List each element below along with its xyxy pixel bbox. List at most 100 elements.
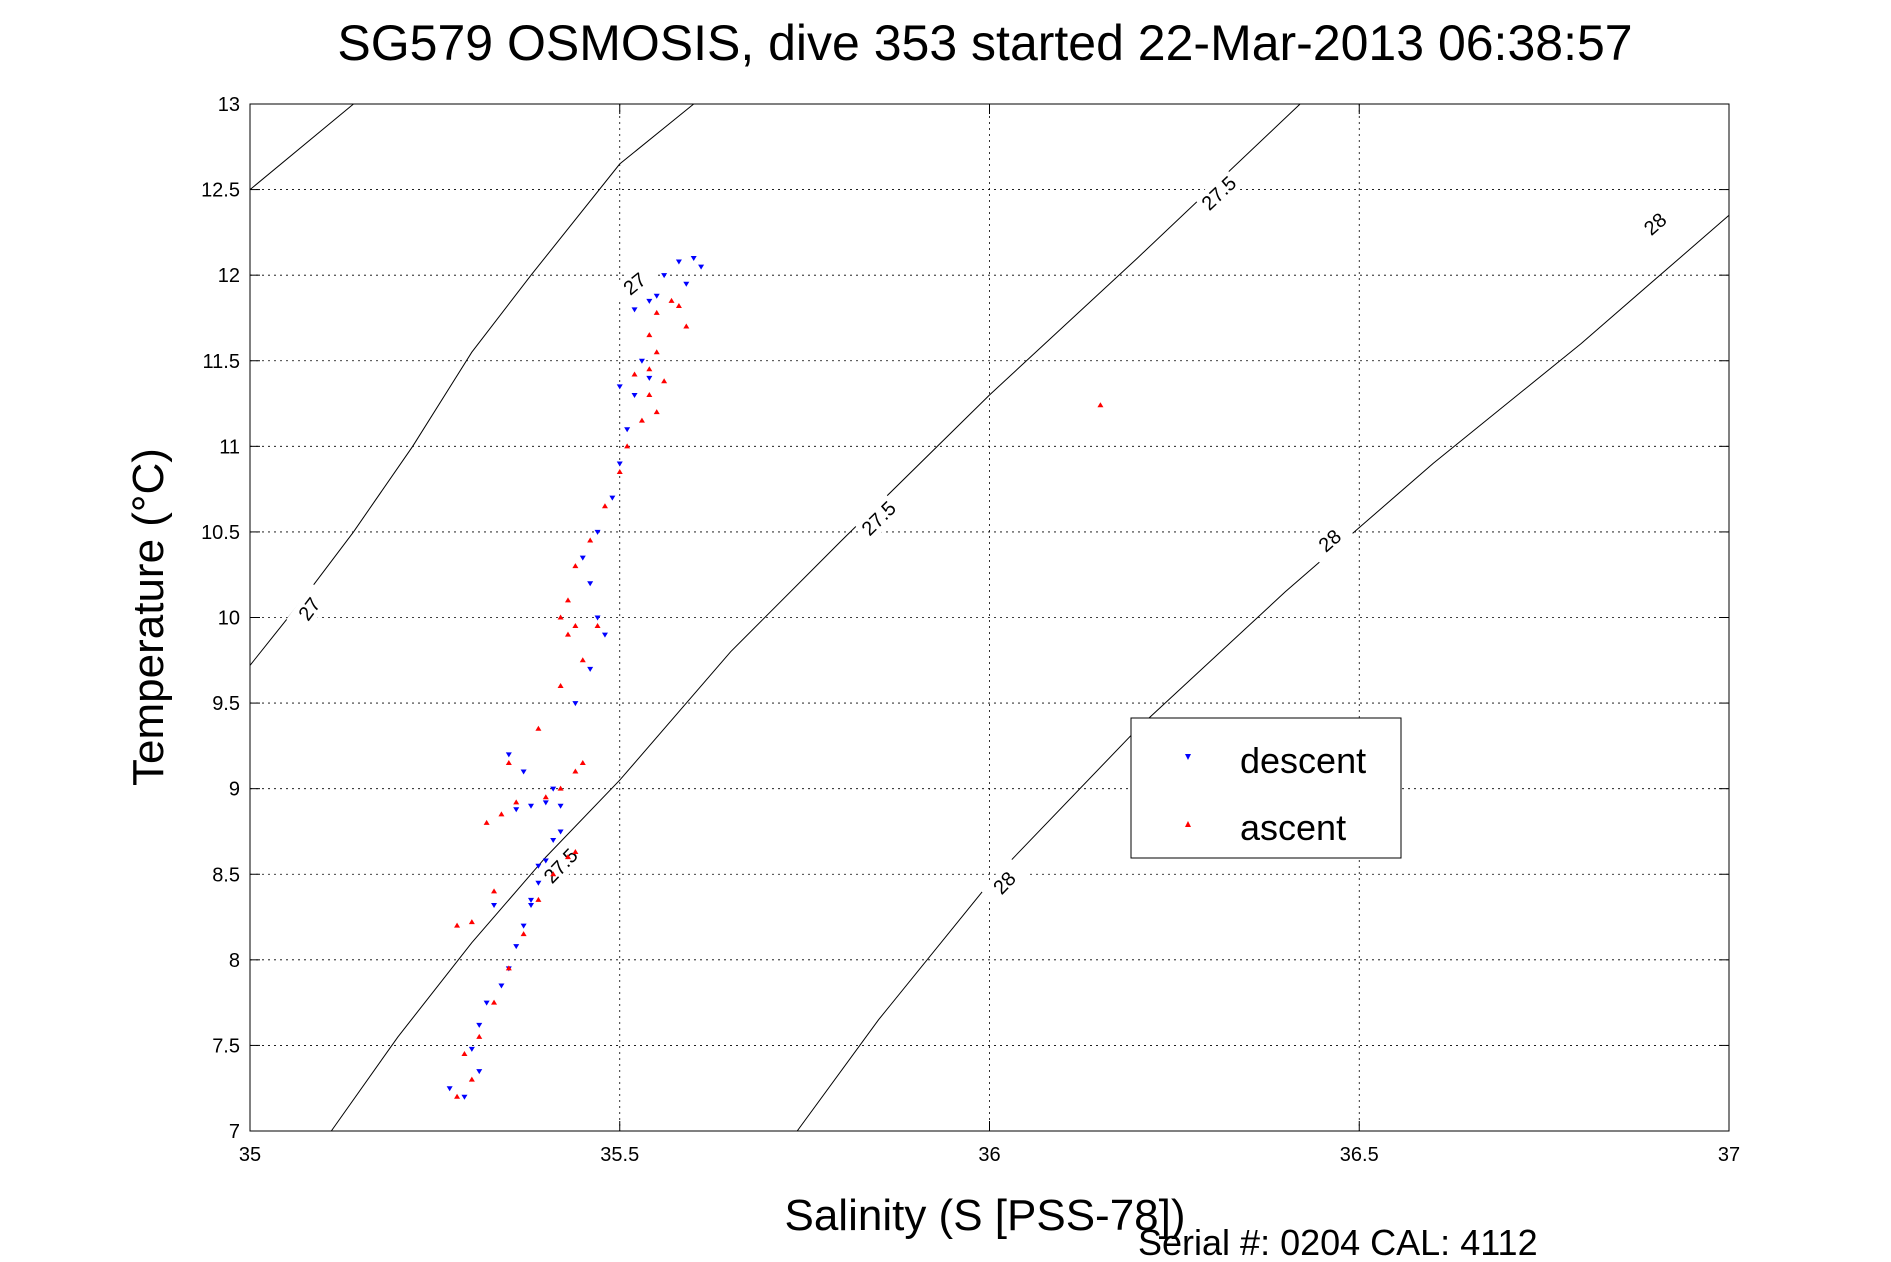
point-ascent <box>572 563 579 569</box>
y-tick-label: 10.5 <box>201 522 240 544</box>
point-descent <box>513 807 520 813</box>
point-descent <box>653 293 660 299</box>
legend-marker-ascent <box>1185 821 1191 827</box>
y-tick-label: 11.5 <box>203 351 240 373</box>
point-ascent <box>587 537 594 543</box>
point-descent <box>631 392 638 398</box>
point-ascent <box>505 759 512 765</box>
point-ascent <box>668 297 675 303</box>
point-ascent <box>557 785 564 791</box>
x-axis-label: Salinity (S [PSS-78]) <box>784 1191 1185 1240</box>
point-descent <box>535 880 542 886</box>
isopycnal-label-bg <box>980 858 1029 907</box>
point-ascent <box>557 682 564 688</box>
point-descent <box>616 461 623 467</box>
isopycnal-label-bg <box>609 260 660 307</box>
grid-lines <box>250 104 1729 1131</box>
point-ascent <box>454 922 461 928</box>
legend-label-ascent: ascent <box>1240 807 1346 848</box>
point-descent <box>646 298 653 304</box>
x-tick-label: 36.5 <box>1340 1144 1379 1166</box>
isopycnal-line <box>796 214 1730 1132</box>
point-ascent <box>498 811 505 817</box>
point-descent <box>528 897 535 903</box>
point-descent <box>594 615 601 621</box>
point-ascent <box>594 623 601 629</box>
isopycnal-label-bg <box>286 584 333 634</box>
point-descent <box>535 863 542 869</box>
y-tick-label: 8.5 <box>212 864 240 886</box>
point-ascent <box>461 1050 468 1056</box>
legend-label-descent: descent <box>1240 740 1366 781</box>
point-descent <box>579 555 586 561</box>
point-ascent <box>661 378 668 384</box>
footer-serial-cal: Serial #: 0204 CAL: 4112 <box>1138 1222 1538 1262</box>
point-ascent <box>579 657 586 663</box>
point-ascent <box>564 631 571 637</box>
point-ascent <box>601 503 608 509</box>
point-ascent <box>653 349 660 355</box>
point-descent <box>631 307 638 313</box>
point-descent <box>557 803 564 809</box>
isopycnal-label-bg <box>536 841 585 890</box>
point-descent <box>675 259 682 265</box>
point-descent <box>587 581 594 587</box>
point-descent <box>528 803 535 809</box>
x-tick-label: 36 <box>978 1144 1000 1166</box>
point-ascent <box>646 332 653 338</box>
point-descent <box>498 983 505 989</box>
point-ascent <box>454 1093 461 1099</box>
point-ascent <box>579 759 586 765</box>
point-ascent <box>491 888 498 894</box>
point-descent <box>476 1022 483 1028</box>
point-descent <box>468 1046 475 1052</box>
point-descent <box>594 529 601 535</box>
axis-ticks: 35 35.5 36 36.5 37 7 7.5 8 8.5 9 9.5 10 10.5 11 11.5 12… <box>201 94 1740 1166</box>
point-descent <box>557 829 564 835</box>
point-ascent <box>653 309 660 315</box>
point-descent <box>624 427 631 433</box>
point-ascent <box>550 871 557 877</box>
legend-box <box>1130 717 1402 859</box>
point-descent <box>550 786 557 792</box>
point-descent <box>572 701 579 707</box>
x-tick-label: 37 <box>1718 1144 1740 1166</box>
point-descent <box>550 838 557 844</box>
point-ascent <box>476 1033 483 1039</box>
y-tick-label: 12 <box>218 265 240 287</box>
point-ascent <box>483 819 490 825</box>
chart-title: SG579 OSMOSIS, dive 353 started 22-Mar-2… <box>337 15 1632 71</box>
point-ascent <box>520 931 527 937</box>
point-descent <box>483 1000 490 1006</box>
y-tick-label: 11 <box>219 436 240 458</box>
point-ascent <box>675 302 682 308</box>
point-descent <box>505 752 512 758</box>
isopycnal-label-bg <box>1194 169 1243 217</box>
point-ascent <box>542 794 549 800</box>
point-ascent <box>572 848 579 854</box>
point-descent <box>616 384 623 390</box>
y-tick-label: 7 <box>229 1121 240 1143</box>
point-ascent <box>564 854 571 860</box>
isopycnal-line <box>249 103 354 190</box>
point-ascent <box>624 443 631 449</box>
point-descent <box>446 1086 453 1092</box>
point-descent <box>646 375 653 381</box>
point-ascent <box>616 469 623 475</box>
point-ascent <box>572 623 579 629</box>
point-descent <box>513 944 520 950</box>
point-ascent <box>564 597 571 603</box>
point-ascent <box>535 725 542 731</box>
isopycnal-label-bg <box>1305 517 1355 564</box>
point-descent <box>491 903 498 909</box>
data-series <box>446 256 1104 1100</box>
point-descent <box>587 666 594 672</box>
point-ascent <box>505 965 512 971</box>
point-ascent <box>535 896 542 902</box>
y-tick-label: 12.5 <box>201 180 240 202</box>
isopycnal-label-bg <box>1630 200 1680 248</box>
point-ascent <box>557 614 564 620</box>
point-ascent <box>631 371 638 377</box>
point-descent <box>520 923 527 929</box>
point-ascent <box>468 1076 475 1082</box>
